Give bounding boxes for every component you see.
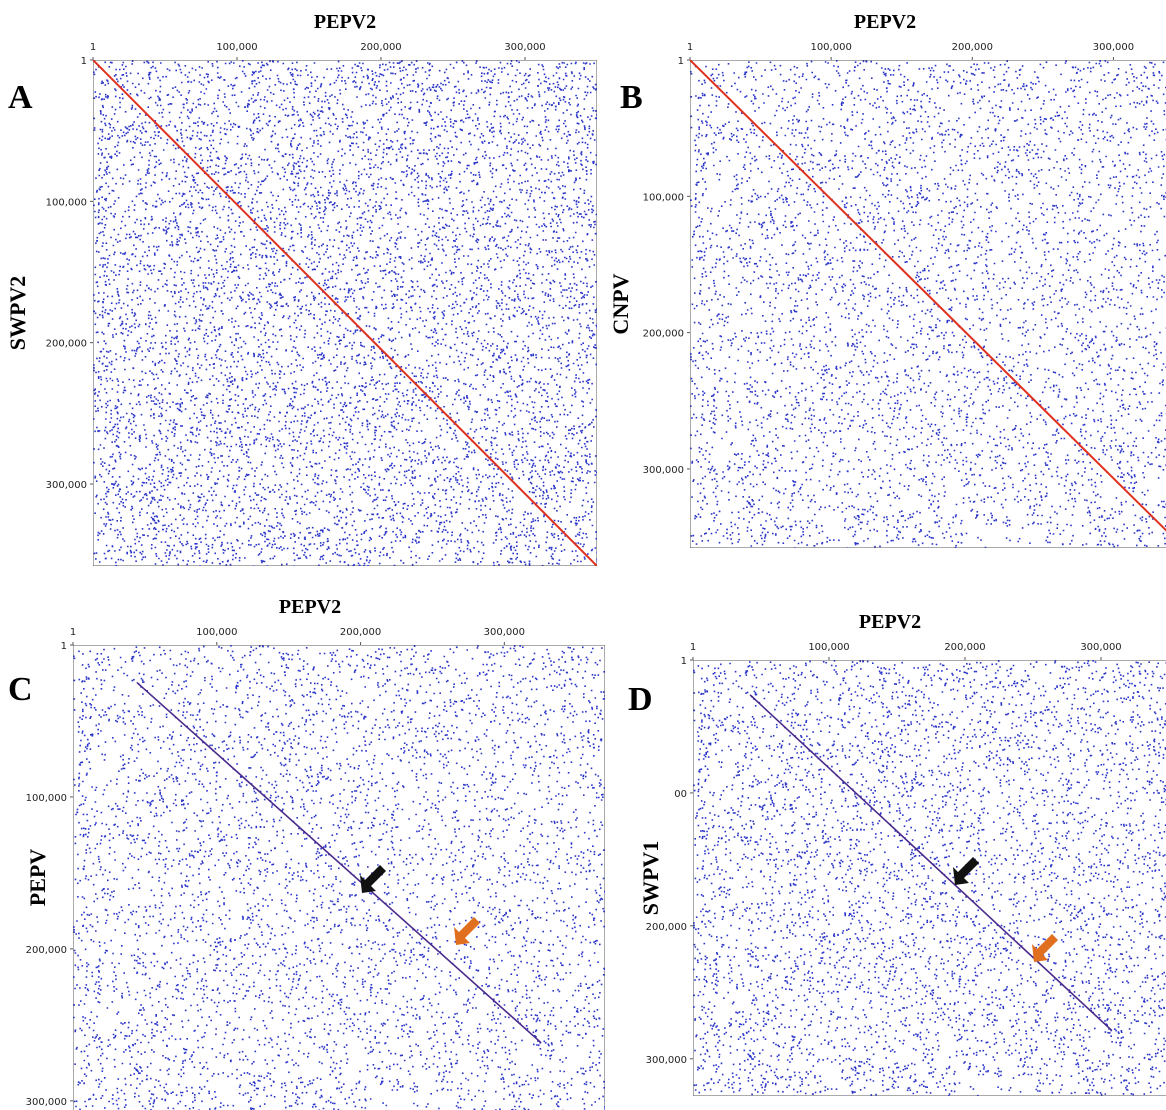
arrow [360,865,386,893]
panel-letter: B [620,79,643,116]
x-tick-label: 1 [90,42,96,53]
plot-frame [690,60,1166,548]
x-tick-label: 100,000 [216,42,257,53]
x-tick-label: 1 [70,627,76,638]
x-tick-label: 100,000 [196,627,237,638]
arrow [454,917,480,945]
arrow [953,857,979,885]
x-tick-label: 200,000 [340,627,381,638]
y-tick-label: 1 [81,56,87,67]
y-title: SWPV1 [638,841,663,916]
x-tick-label: 300,000 [484,627,525,638]
y-tick-label: 200,000 [643,329,684,340]
panel-letter: C [8,671,33,708]
panel-letter: D [628,681,653,718]
x-title: PEPV2 [859,611,921,633]
x-tick-label: 300,000 [504,42,545,53]
y-tick-label: 1 [61,641,67,652]
y-tick-label: 00 [674,789,687,800]
y-tick-label: 200,000 [46,339,87,350]
diagonal [93,60,597,566]
diagonal [136,681,542,1044]
arrow [1032,934,1058,962]
y-tick-label: 300,000 [646,1055,687,1066]
y-tick-label: 100,000 [46,197,87,208]
y-tick-label: 1 [678,56,684,67]
plot-area [73,645,605,1110]
x-tick-label: 100,000 [808,642,849,653]
diagonal [690,60,1166,532]
y-tick-label: 200,000 [646,922,687,933]
y-tick-label: 200,000 [26,945,67,956]
y-title: CNPV [608,273,633,334]
x-tick-label: 1 [690,642,696,653]
plot-area [93,60,597,566]
diagonal [749,694,1113,1032]
y-title: PEPV [25,849,50,907]
y-title: SWPV2 [5,276,30,351]
x-tick-label: 100,000 [810,42,851,53]
x-tick-label: 200,000 [360,42,401,53]
plot-area [693,660,1166,1096]
y-tick-label: 300,000 [26,1097,67,1108]
x-tick-label: 200,000 [944,642,985,653]
y-tick-label: 100,000 [643,192,684,203]
x-title: PEPV2 [279,596,341,618]
x-tick-label: 1 [687,42,693,53]
y-tick-label: 100,000 [26,793,67,804]
x-tick-label: 200,000 [952,42,993,53]
y-tick-label: 300,000 [643,465,684,476]
x-title: PEPV2 [314,11,376,33]
x-tick-label: 300,000 [1093,42,1134,53]
y-tick-label: 1 [681,656,687,667]
plot-frame [693,660,1166,1096]
plot-area [690,60,1166,548]
panel-letter: A [8,79,33,116]
x-title: PEPV2 [854,11,916,33]
y-tick-label: 300,000 [46,480,87,491]
x-tick-label: 300,000 [1080,642,1121,653]
